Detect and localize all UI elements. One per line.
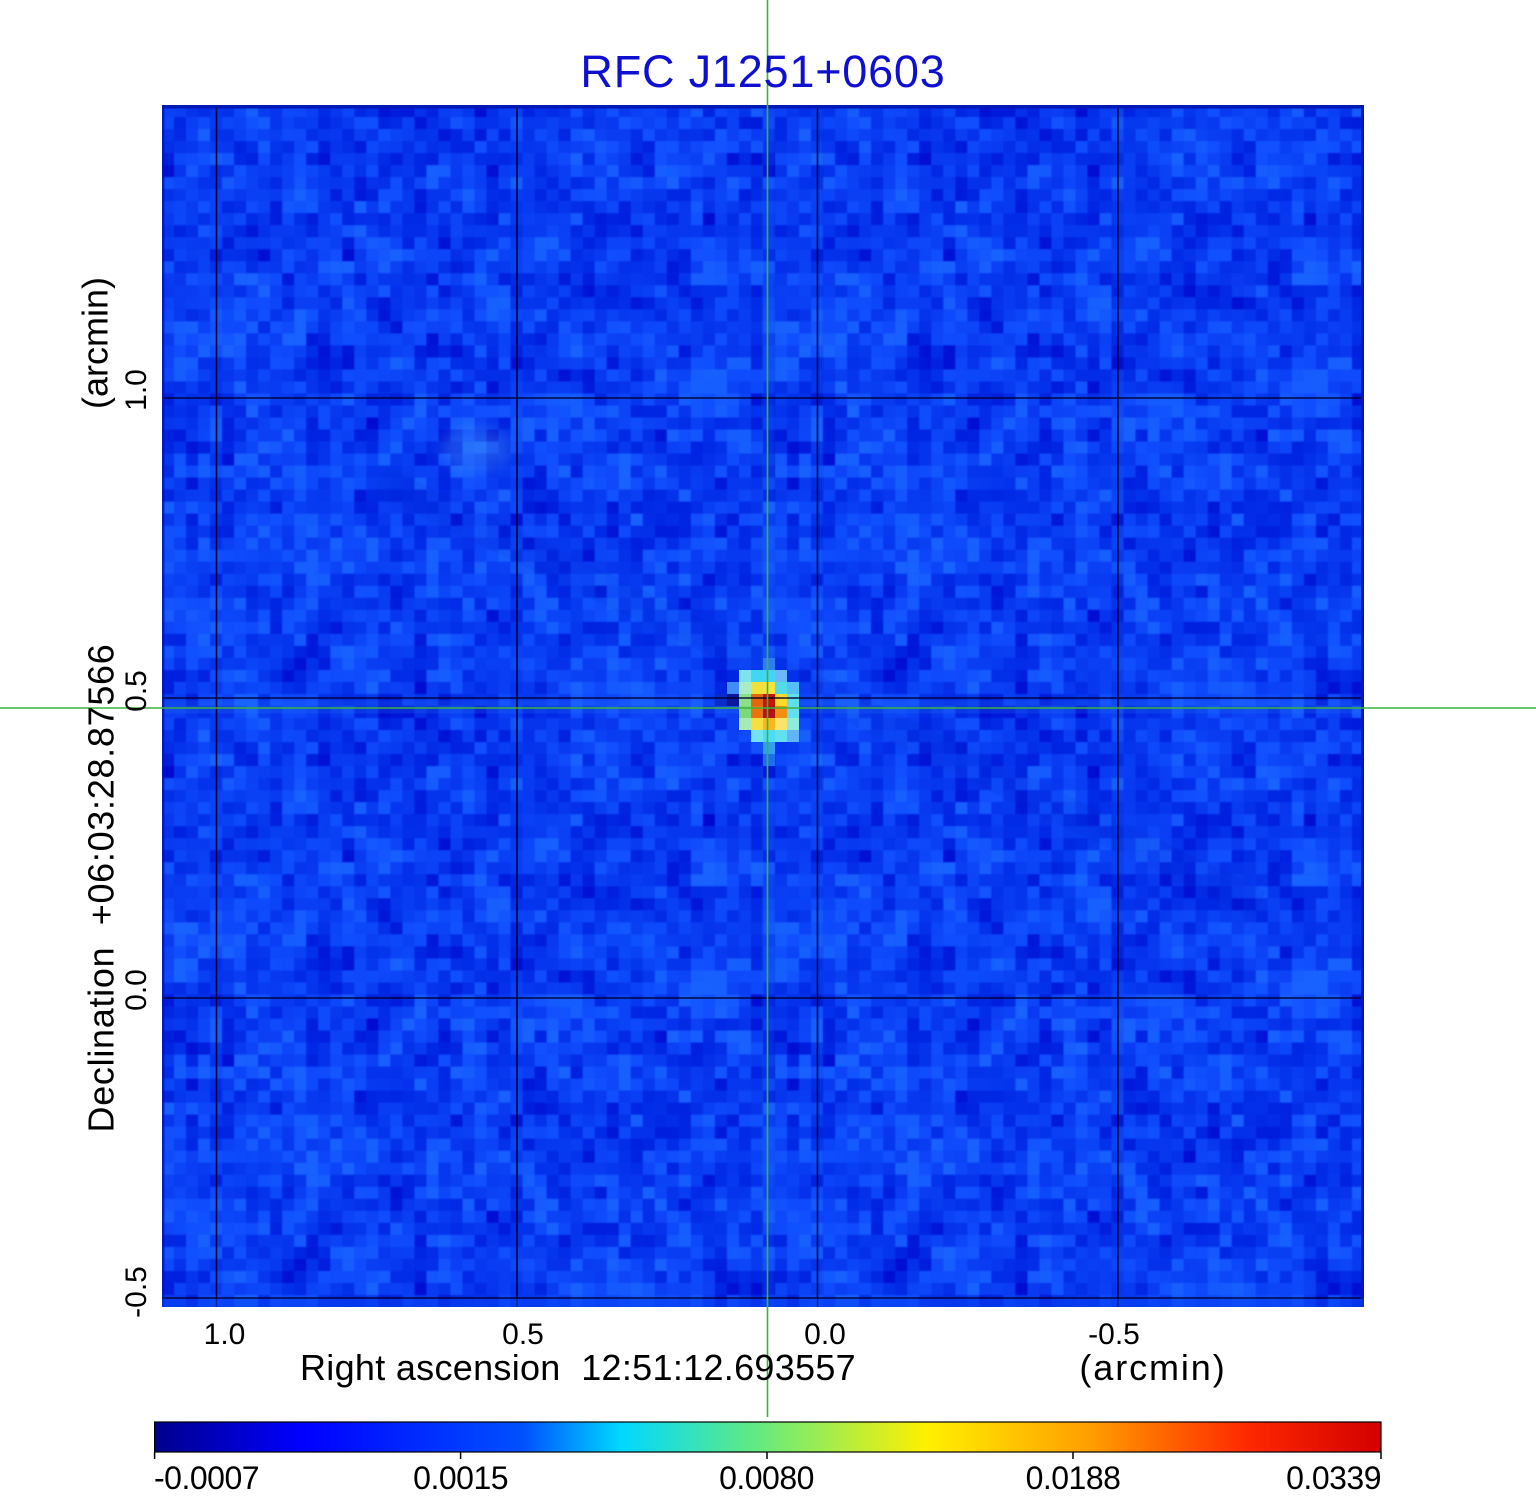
svg-text:0.5: 0.5 [502,1318,544,1351]
svg-text:RFC J1251+0603: RFC J1251+0603 [580,46,945,97]
svg-text:-0.0007: -0.0007 [154,1460,259,1496]
svg-text:1.0: 1.0 [120,369,153,411]
svg-text:1.0: 1.0 [204,1318,246,1351]
svg-text:0.0080: 0.0080 [719,1460,814,1496]
svg-text:(arcmin): (arcmin) [1079,1347,1226,1388]
svg-text:0.5: 0.5 [120,670,153,712]
svg-text:Right ascension 12:51:12.6935: Right ascension 12:51:12.693557 [300,1347,856,1388]
svg-text:-0.5: -0.5 [120,1266,153,1318]
svg-text:0.0015: 0.0015 [413,1460,508,1496]
svg-text:0.0: 0.0 [120,969,153,1011]
svg-text:0.0339: 0.0339 [1286,1460,1381,1496]
svg-text:0.0: 0.0 [804,1318,846,1351]
svg-text:-0.5: -0.5 [1088,1318,1140,1351]
svg-text:(arcmin): (arcmin) [75,277,116,409]
svg-text:0.0188: 0.0188 [1026,1460,1121,1496]
svg-text:Declination +06:03:28.87566: Declination +06:03:28.87566 [81,644,122,1133]
